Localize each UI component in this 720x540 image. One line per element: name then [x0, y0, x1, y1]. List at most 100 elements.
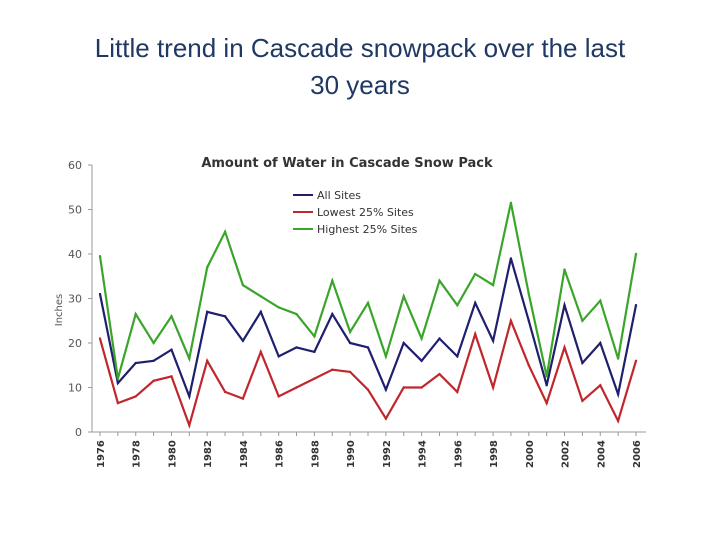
x-tick-label: 1990: [346, 440, 357, 468]
data-point-all-sites: [563, 303, 566, 307]
data-point-all-sites: [384, 388, 388, 391]
data-point-lowest-25-sites: [581, 399, 584, 403]
chart-title: Amount of Water in Cascade Snow Pack: [201, 156, 493, 171]
x-tick-label: 2004: [596, 440, 607, 468]
data-point-all-sites: [206, 310, 209, 314]
data-point-highest-25-sites: [420, 337, 423, 340]
data-point-lowest-25-sites: [152, 379, 155, 383]
slide-title-line-2: 30 years: [310, 70, 410, 100]
data-point-all-sites: [313, 350, 316, 354]
data-point-lowest-25-sites: [134, 395, 137, 398]
data-point-all-sites: [581, 361, 584, 365]
data-point-highest-25-sites: [170, 315, 173, 318]
y-tick-label: 0: [75, 426, 82, 439]
data-point-lowest-25-sites: [402, 386, 405, 389]
data-point-all-sites: [348, 341, 352, 345]
data-point-highest-25-sites: [116, 377, 120, 380]
y-axis-label: Inches: [54, 294, 65, 327]
data-point-highest-25-sites: [402, 295, 405, 298]
data-point-highest-25-sites: [634, 252, 638, 256]
data-point-highest-25-sites: [384, 355, 388, 358]
data-point-highest-25-sites: [616, 357, 620, 360]
data-point-lowest-25-sites: [331, 368, 334, 371]
data-point-highest-25-sites: [206, 266, 209, 269]
data-point-lowest-25-sites: [116, 401, 120, 405]
data-point-all-sites: [170, 348, 173, 351]
data-point-highest-25-sites: [348, 330, 352, 334]
y-tick-label: 60: [68, 159, 82, 172]
data-point-highest-25-sites: [527, 292, 530, 296]
data-point-highest-25-sites: [366, 301, 370, 305]
data-point-all-sites: [599, 341, 602, 345]
data-point-all-sites: [277, 355, 280, 358]
x-tick-label: 1978: [132, 440, 143, 468]
data-point-lowest-25-sites: [188, 424, 191, 427]
data-point-highest-25-sites: [152, 341, 155, 345]
x-tick-label: 1998: [489, 440, 500, 468]
data-point-lowest-25-sites: [599, 384, 602, 387]
y-tick-label: 40: [68, 248, 82, 261]
data-point-highest-25-sites: [98, 255, 102, 258]
data-point-all-sites: [474, 301, 477, 305]
data-point-lowest-25-sites: [241, 397, 245, 400]
legend-label: Highest 25% Sites: [317, 223, 418, 236]
x-tick-label: 2000: [525, 440, 536, 468]
data-point-all-sites: [616, 392, 620, 396]
data-point-highest-25-sites: [599, 299, 602, 302]
slide-title: Little trend in Cascade snowpack over th…: [40, 30, 680, 104]
y-tick-label: 50: [68, 204, 82, 217]
data-point-all-sites: [634, 303, 638, 307]
data-point-all-sites: [366, 346, 370, 349]
data-point-all-sites: [134, 361, 137, 365]
data-point-lowest-25-sites: [634, 359, 638, 362]
x-tick-label: 1988: [310, 440, 321, 468]
data-point-lowest-25-sites: [277, 395, 280, 398]
data-point-highest-25-sites: [241, 283, 245, 287]
y-tick-label: 30: [68, 293, 82, 306]
data-point-all-sites: [152, 359, 155, 362]
data-point-lowest-25-sites: [223, 390, 227, 394]
data-point-highest-25-sites: [491, 283, 495, 287]
data-point-highest-25-sites: [581, 319, 584, 322]
data-point-lowest-25-sites: [170, 375, 173, 378]
data-point-highest-25-sites: [295, 312, 298, 316]
data-point-highest-25-sites: [134, 312, 137, 316]
data-point-lowest-25-sites: [509, 319, 513, 322]
data-point-highest-25-sites: [259, 295, 262, 298]
data-point-all-sites: [116, 381, 120, 385]
data-point-lowest-25-sites: [366, 388, 370, 391]
data-point-all-sites: [456, 355, 459, 358]
data-point-all-sites: [527, 319, 530, 322]
data-point-lowest-25-sites: [348, 370, 352, 374]
x-tick-label: 1992: [382, 440, 393, 468]
slide-title-line-1: Little trend in Cascade snowpack over th…: [94, 33, 626, 63]
data-point-all-sites: [223, 315, 227, 318]
x-tick-label: 1996: [453, 440, 464, 468]
data-point-lowest-25-sites: [456, 390, 459, 394]
data-point-lowest-25-sites: [438, 372, 441, 376]
data-point-lowest-25-sites: [491, 386, 495, 389]
y-tick-label: 20: [68, 337, 82, 350]
data-point-all-sites: [545, 384, 548, 387]
legend-label: All Sites: [317, 189, 361, 202]
x-tick-label: 2006: [632, 440, 643, 468]
data-point-lowest-25-sites: [563, 346, 566, 349]
legend-label: Lowest 25% Sites: [317, 206, 414, 219]
x-tick-label: 1976: [96, 440, 107, 468]
x-tick-label: 1982: [203, 440, 214, 468]
data-point-all-sites: [331, 312, 334, 316]
data-point-lowest-25-sites: [420, 386, 423, 389]
data-point-highest-25-sites: [456, 303, 459, 307]
data-point-lowest-25-sites: [206, 359, 209, 362]
data-point-lowest-25-sites: [295, 386, 298, 389]
data-point-highest-25-sites: [313, 335, 316, 338]
x-tick-label: 2002: [561, 440, 572, 468]
data-point-highest-25-sites: [545, 375, 548, 378]
data-point-all-sites: [98, 292, 102, 296]
x-tick-label: 1986: [275, 440, 286, 468]
data-point-all-sites: [295, 346, 298, 349]
data-point-lowest-25-sites: [616, 419, 620, 423]
data-point-highest-25-sites: [474, 272, 477, 276]
data-point-all-sites: [402, 341, 405, 345]
